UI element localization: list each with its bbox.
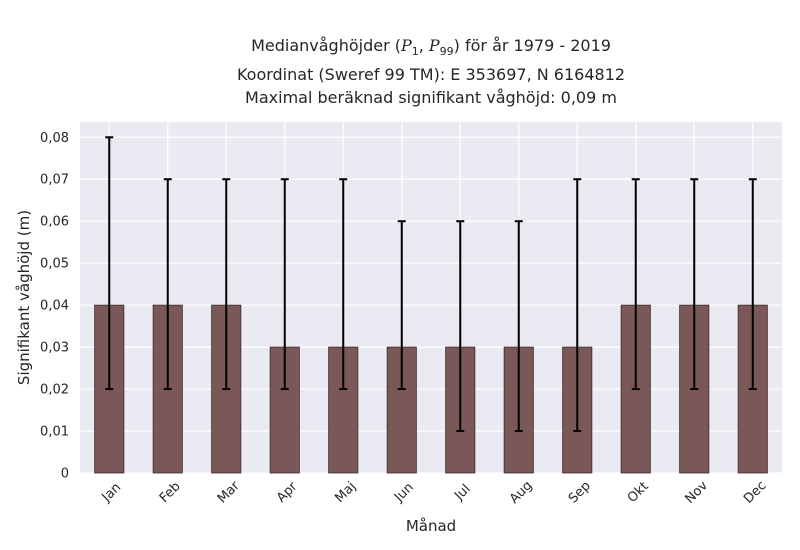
x-axis-title: Månad [406, 517, 456, 535]
x-tick-label-jan: Jan [99, 480, 124, 505]
x-tick-label-nov: Nov [683, 478, 712, 507]
x-tick-label-feb: Feb [157, 479, 184, 506]
x-tick-labels: Jan Feb Mar Apr Maj Jun Jul Aug Sep Okt Nov Dec [99, 478, 770, 507]
error-bars [105, 136, 757, 433]
y-axis-title: Signifikant våghöjd (m) [15, 210, 33, 385]
chart-title: Medianvåghöjder (P1, P99) för år 1979 - … [80, 34, 782, 109]
plot-area [80, 122, 782, 473]
y-tick-label: 0,03 [40, 341, 69, 356]
x-tick-label-mar: Mar [215, 478, 243, 506]
x-tick-label-sep: Sep [566, 479, 594, 507]
x-tick-label-jun: Jun [391, 480, 417, 506]
x-tick-label-dec: Dec [741, 478, 769, 506]
y-tick-label: 0,02 [40, 383, 69, 398]
x-tick-label-jul: Jul [451, 482, 473, 504]
title-line-2: Koordinat (Sweref 99 TM): E 353697, N 61… [236, 65, 626, 85]
y-tick-label: 0,05 [40, 257, 69, 272]
x-tick-label-aug: Aug [507, 478, 536, 507]
y-tick-labels: 0 0,01 0,02 0,03 0,04 0,05 0,06 0,07 0,08 [40, 131, 69, 482]
x-tick-label-okt: Okt [625, 479, 652, 506]
y-tick-label: 0,07 [40, 173, 69, 188]
y-tick-label: 0,06 [40, 215, 69, 230]
y-tick-label: 0 [61, 467, 69, 482]
x-tick-label-maj: Maj [332, 479, 359, 506]
title-line-3: Maximal beräknad signifikant våghöjd: 0,… [245, 88, 617, 108]
x-tick-label-apr: Apr [274, 479, 301, 506]
y-tick-label: 0,08 [40, 131, 69, 146]
title-line-1: Medianvåghöjder (P1, P99) för år 1979 - … [251, 36, 611, 59]
y-tick-label: 0,04 [40, 299, 69, 314]
y-tick-label: 0,01 [40, 425, 69, 440]
